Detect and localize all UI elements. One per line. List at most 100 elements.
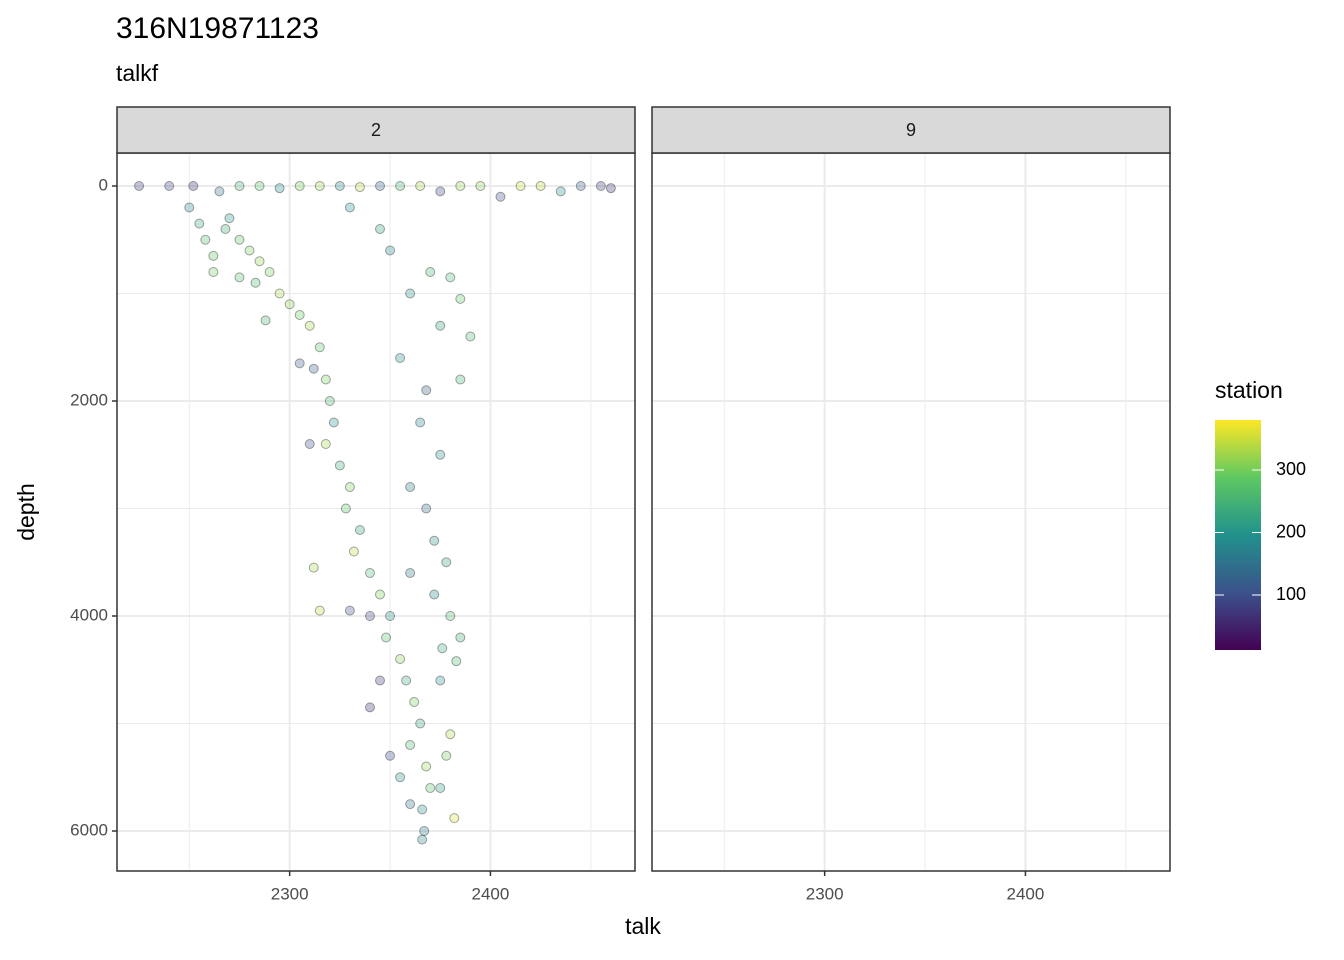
legend-title: station [1215,377,1283,403]
point [324,396,335,407]
point [555,186,566,197]
point [595,181,606,192]
point [328,417,339,428]
y-tick-label: 6000 [70,820,108,839]
point [445,611,456,622]
point [294,181,305,192]
colorbar-label: 200 [1276,521,1306,541]
point [250,277,261,288]
point [435,783,446,794]
point [417,834,428,845]
point [435,449,446,460]
point [364,568,375,579]
point [375,224,386,235]
point [304,439,315,450]
point [405,288,416,299]
point [260,315,271,326]
point [401,675,412,686]
point [475,181,486,192]
point [375,675,386,686]
chart-title: 316N19871123 [116,12,319,45]
point [320,439,331,450]
point [441,557,452,568]
y-tick-label: 2000 [70,390,108,409]
point [409,697,420,708]
point [200,234,211,245]
point [264,267,275,278]
point [314,181,325,192]
point [417,804,428,815]
colorbar [1215,420,1261,650]
point [429,589,440,600]
panel-background [652,153,1170,871]
point [334,181,345,192]
point [220,224,231,235]
point [455,293,466,304]
x-tick-label: 2300 [806,884,844,903]
point [320,374,331,385]
point [395,772,406,783]
point [254,181,265,192]
x-axis-label: talk [625,913,661,939]
point [445,729,456,740]
point [375,589,386,600]
point [425,783,436,794]
point [364,702,375,713]
point [449,813,460,824]
point [224,213,235,224]
point [208,250,219,261]
point [274,183,285,194]
point [435,186,446,197]
colorbar-label: 100 [1276,584,1306,604]
point [308,363,319,374]
point [445,272,456,283]
point [184,202,195,213]
point [405,482,416,493]
point [284,299,295,310]
facet-label: 9 [906,120,916,140]
y-axis-label: depth [13,483,39,541]
point [334,460,345,471]
point [274,288,285,299]
point [308,562,319,573]
point [234,272,245,283]
point [214,186,225,197]
point [234,234,245,245]
facet-strip [651,106,1171,154]
x-tick-label: 2400 [472,884,510,903]
x-tick-label: 2400 [1007,884,1045,903]
y-tick-label: 4000 [70,605,108,624]
point [405,740,416,751]
point [605,183,616,194]
point [465,331,476,342]
point [375,181,386,192]
point [164,181,175,192]
point [194,218,205,229]
point [344,482,355,493]
point [405,568,416,579]
point [441,750,452,761]
point [575,181,586,192]
point [134,181,145,192]
point [425,267,436,278]
point [435,675,446,686]
point [451,656,462,667]
point [344,605,355,616]
point [344,202,355,213]
point [419,826,430,837]
point [354,525,365,536]
y-tick-label: 0 [99,175,108,194]
point [348,546,359,557]
point [314,605,325,616]
point [415,181,426,192]
point [304,320,315,331]
point [381,632,392,643]
panel-background [117,153,635,871]
point [294,310,305,321]
point [421,385,432,396]
point [495,191,506,202]
point [188,181,199,192]
point [340,503,351,514]
point [421,761,432,772]
